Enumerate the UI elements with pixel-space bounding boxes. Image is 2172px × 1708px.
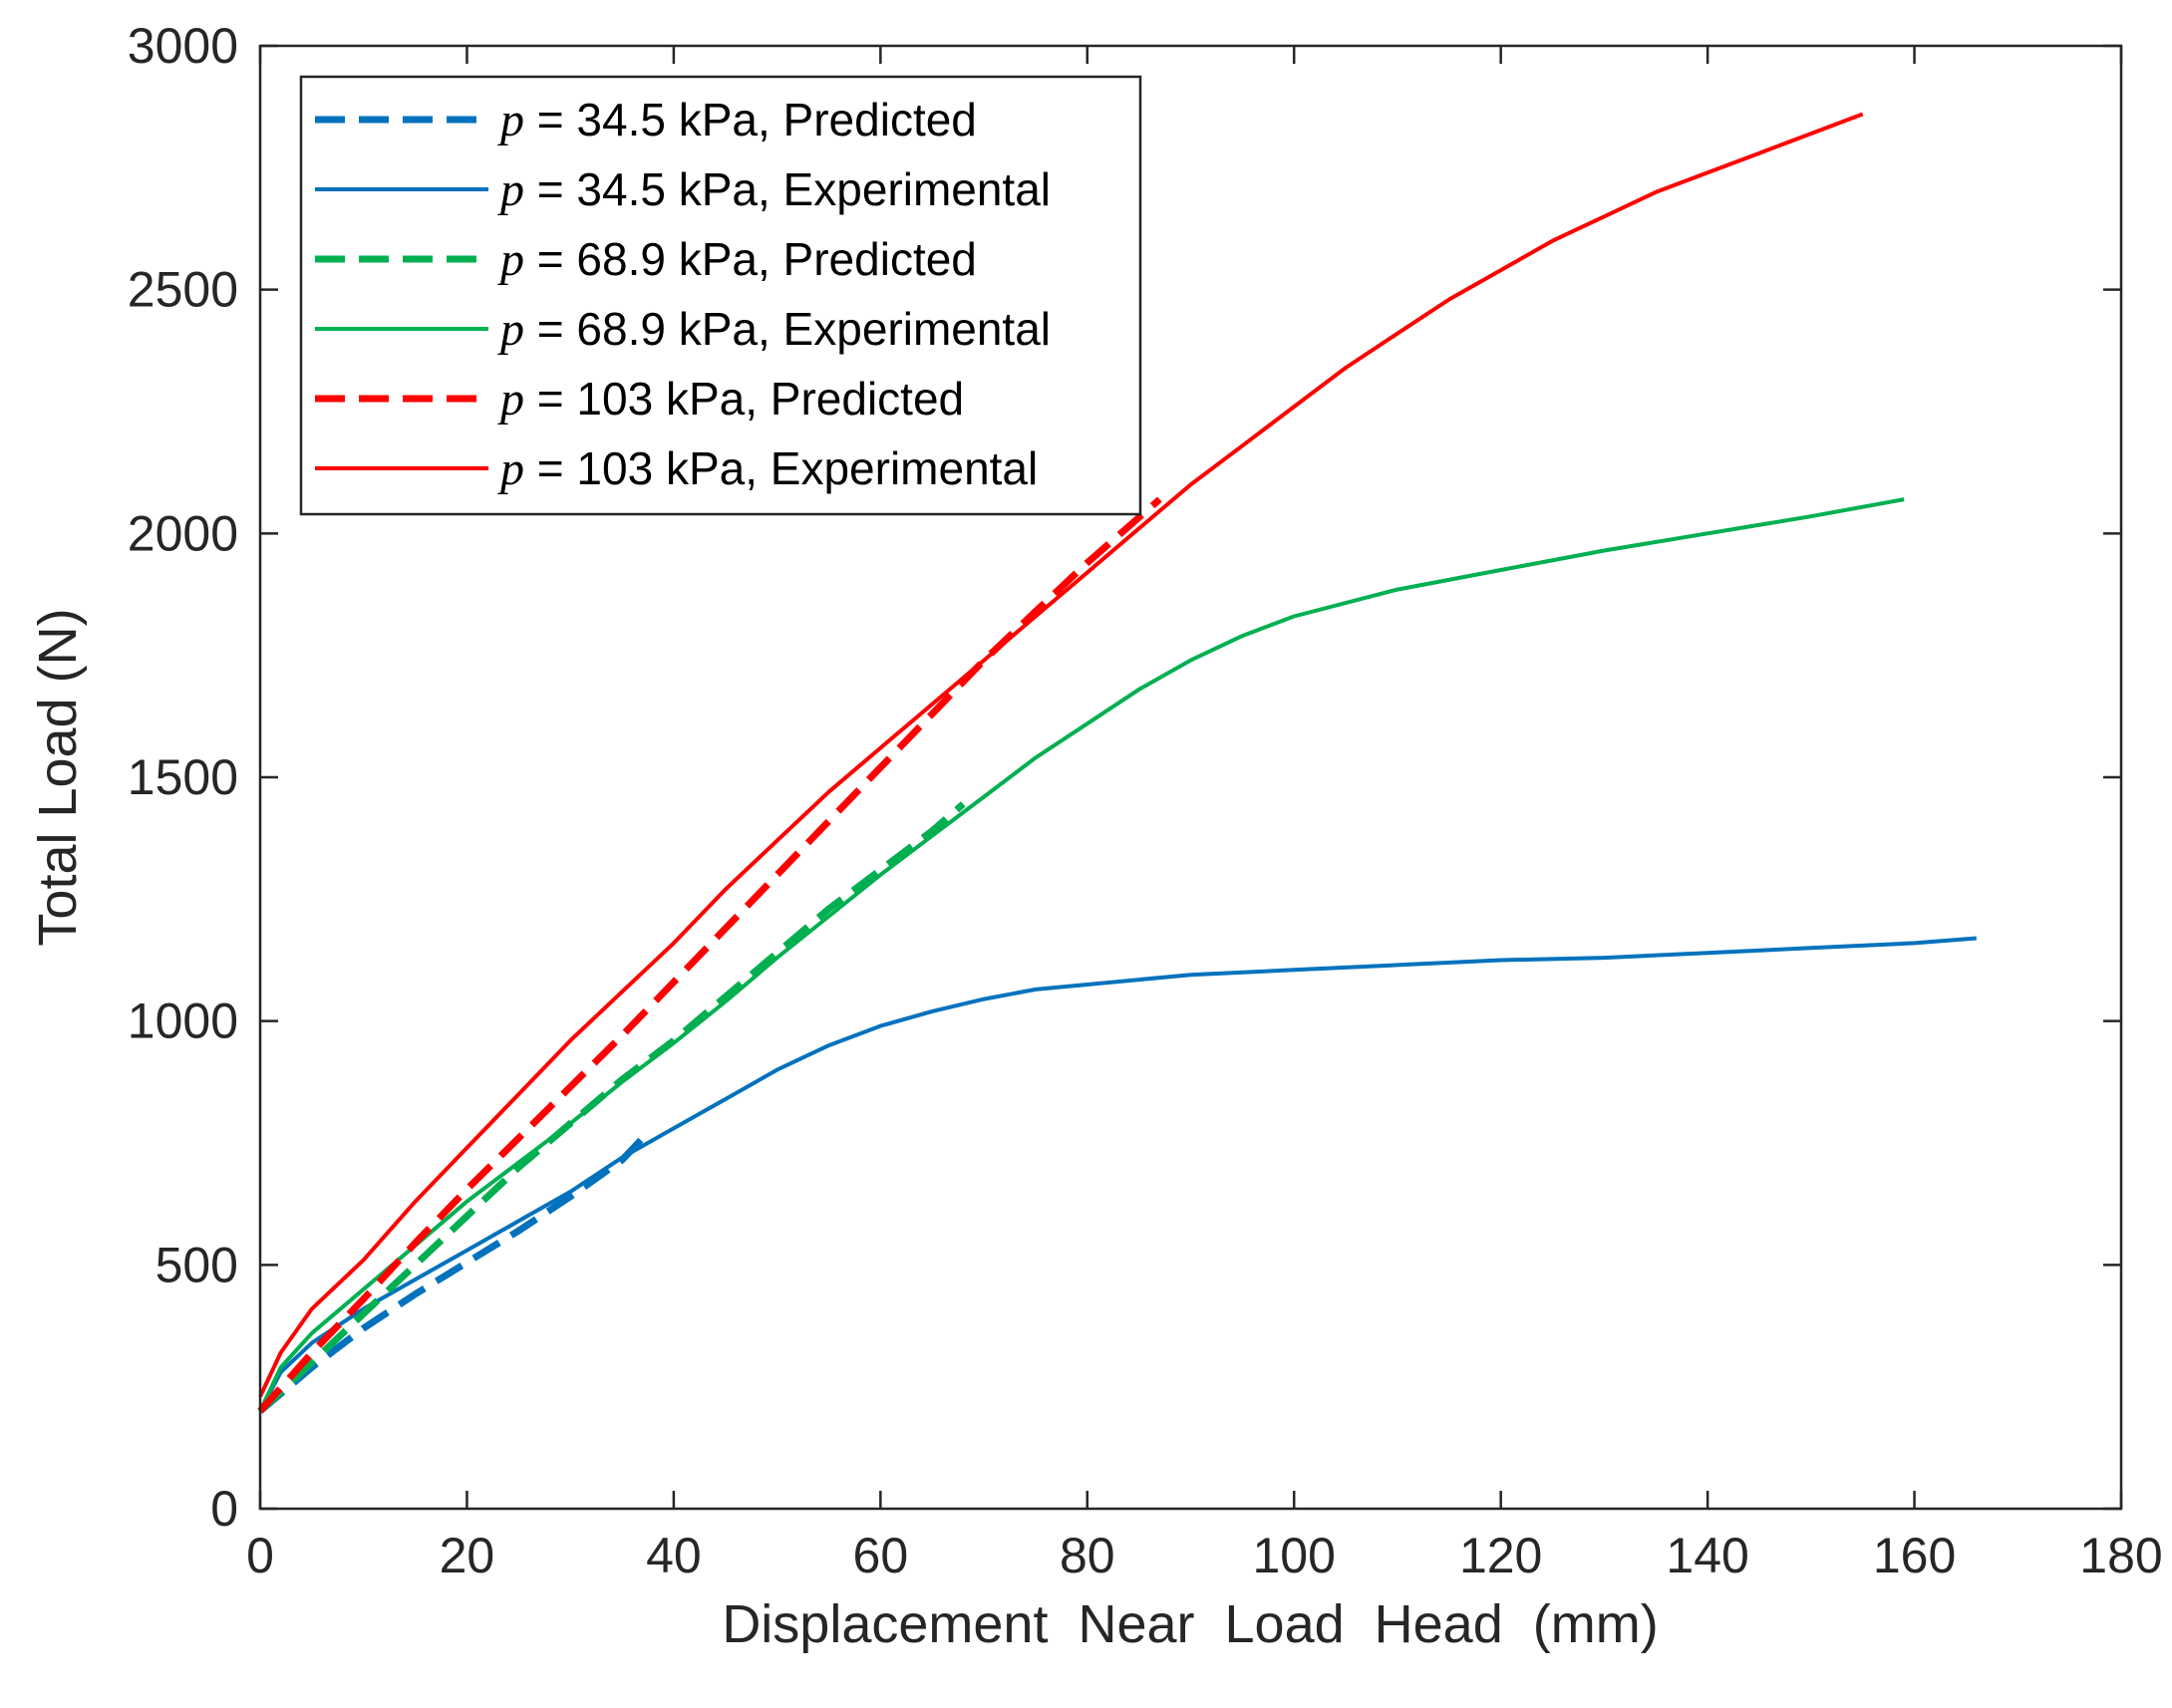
x-tick-label: 180 [2079,1528,2162,1583]
x-axis-title: Displacement Near Load Head (mm) [722,1594,1658,1654]
y-tick-label: 0 [210,1481,238,1537]
y-tick-label: 1500 [128,749,238,805]
x-tick-label: 20 [440,1528,495,1583]
x-tick-label: 140 [1666,1528,1748,1583]
x-tick-label: 40 [646,1528,702,1583]
x-tick-label: 120 [1459,1528,1542,1583]
legend-symbol-p: p [497,303,524,356]
series-line-4 [257,496,1162,1414]
legend-symbol-p: p [497,94,524,146]
series-line-5 [258,112,1864,1398]
y-tick-label: 2000 [128,505,238,561]
legend-label-5: p = 103 kPa, Experimental [497,442,1038,495]
y-tick-label: 1000 [128,994,238,1049]
x-tick-label: 80 [1060,1528,1115,1583]
legend-label-3: p = 68.9 kPa, Experimental [497,303,1051,356]
legend-text: = 103 kPa, Predicted [524,373,964,425]
legend-symbol-p: p [497,442,524,495]
series-layer [257,112,1977,1414]
legend-box [299,75,1142,516]
legend-text: = 68.9 kPa, Experimental [524,303,1051,355]
series-line-3 [258,497,1905,1412]
y-axis-title: Total Load (N) [28,608,88,946]
legend-label-2: p = 68.9 kPa, Predicted [497,233,977,286]
legend-label-1: p = 34.5 kPa, Experimental [497,163,1051,216]
y-tick-label: 3000 [128,18,238,74]
series-line-0 [257,1135,646,1414]
x-tick-label: 100 [1253,1528,1336,1583]
x-tick-label: 60 [853,1528,909,1583]
x-tick-label: 0 [246,1528,274,1583]
x-tick-label: 160 [1873,1528,1956,1583]
y-tick-label: 500 [155,1237,238,1292]
legend-text: = 34.5 kPa, Experimental [524,163,1051,215]
legend-symbol-p: p [497,163,524,216]
legend-text: = 34.5 kPa, Predicted [524,94,977,145]
legend-text: = 103 kPa, Experimental [524,442,1038,494]
legend-label-4: p = 103 kPa, Predicted [497,373,964,426]
legend-text: = 68.9 kPa, Predicted [524,233,977,285]
series-line-2 [257,801,966,1414]
legend-label-0: p = 34.5 kPa, Predicted [497,94,977,146]
legend-symbol-p: p [497,233,524,286]
legend-symbol-p: p [497,373,524,426]
series-line-1 [258,936,1977,1413]
tick-layer: 0 20 40 60 80 100 120 140 160 180 0 500 1000 1500 2000… [128,18,2163,1583]
y-tick-label: 2500 [128,262,238,318]
